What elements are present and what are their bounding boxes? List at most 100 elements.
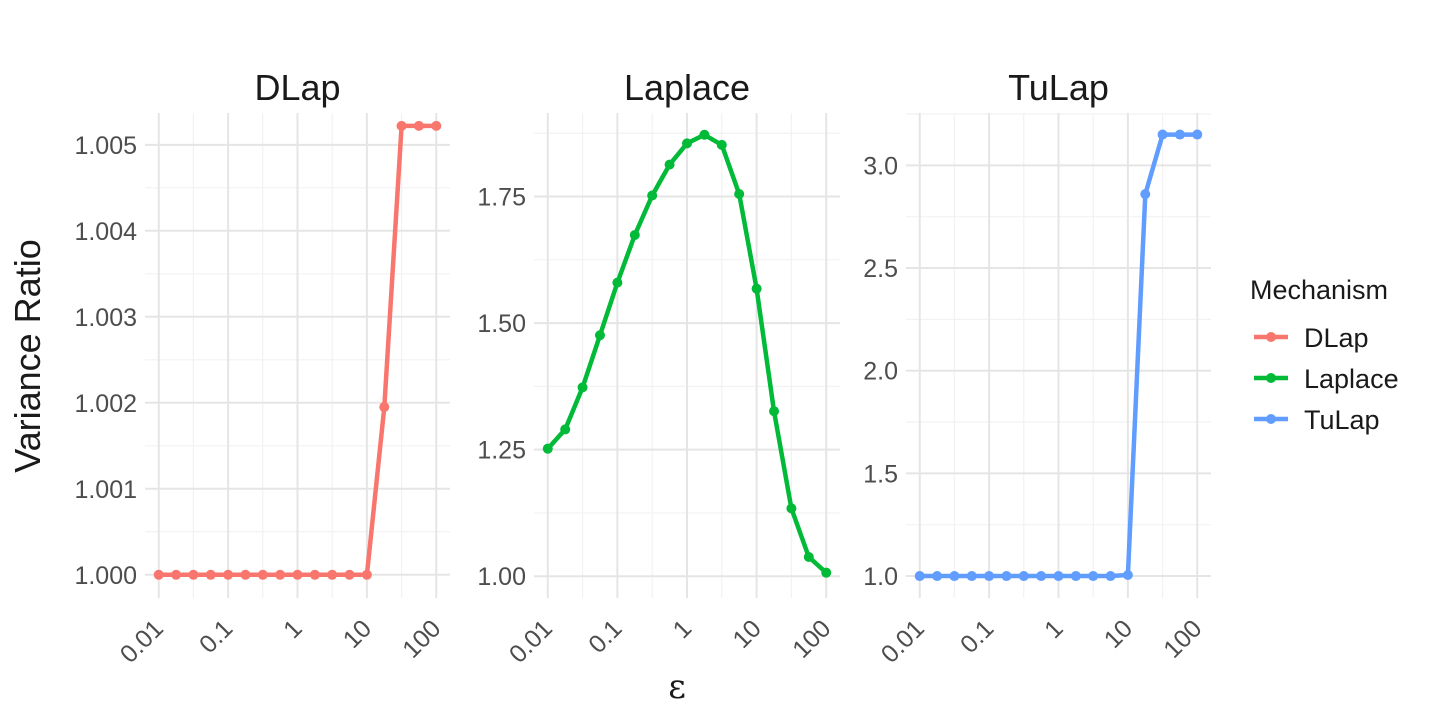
y-tick-label: 3.0 — [863, 152, 898, 180]
data-point — [361, 569, 372, 580]
x-tick-label: 0.01 — [876, 614, 930, 668]
data-point — [1053, 571, 1064, 582]
data-point — [1018, 571, 1029, 582]
y-tick-label: 1.002 — [74, 390, 137, 418]
x-tick-label: 0.1 — [955, 614, 999, 658]
data-point — [1105, 571, 1116, 582]
panel-tulap: TuLap 1.0 1.5 2.0 2.5 3.0 0.01 0.1 1 10 100 — [863, 67, 1211, 669]
data-point — [171, 569, 182, 580]
panel-title: Laplace — [624, 67, 750, 108]
x-tick-label: 10 — [727, 614, 766, 653]
data-point — [413, 120, 424, 131]
y-tick-label: 1.005 — [74, 132, 137, 160]
data-point — [1088, 571, 1099, 582]
legend-label: Laplace — [1304, 364, 1399, 394]
legend-title: Mechanism — [1250, 275, 1388, 305]
data-point — [594, 330, 605, 341]
data-point — [734, 189, 745, 200]
x-tick-label: 1 — [278, 614, 308, 644]
data-point — [647, 190, 658, 201]
data-point — [1192, 129, 1203, 140]
x-axis-title: ε — [668, 667, 686, 707]
x-tick-label: 100 — [787, 614, 836, 663]
data-point — [1140, 189, 1151, 200]
y-tick-label: 1.00 — [477, 563, 526, 591]
panel-dlap: DLap 1.000 1.001 1.002 1.003 1.004 1.005 0.01 0.… — [74, 67, 450, 669]
y-tick-label: 2.0 — [863, 358, 898, 386]
y-axis-title: Variance Ratio — [7, 239, 48, 472]
legend-label: DLap — [1304, 323, 1369, 353]
data-point — [664, 159, 675, 170]
panel-laplace: Laplace 1.00 1.25 1.50 1.75 0.01 0.1 1 10 100 — [477, 67, 840, 669]
data-point — [751, 283, 762, 294]
x-tick-label: 100 — [1158, 614, 1207, 663]
data-point — [949, 571, 960, 582]
data-point — [344, 569, 355, 580]
data-point — [396, 120, 407, 131]
panel-title: DLap — [254, 67, 340, 108]
data-point — [699, 129, 710, 140]
y-tick-label: 1.001 — [74, 476, 137, 504]
data-point — [205, 569, 216, 580]
y-tick-label: 1.003 — [74, 304, 137, 332]
legend-entry-dlap: DLap — [1254, 323, 1369, 353]
data-point — [984, 571, 995, 582]
x-tick-label: 10 — [338, 614, 377, 653]
y-tick-label: 1.000 — [74, 562, 137, 590]
data-point — [257, 569, 268, 580]
y-tick-label: 1.50 — [477, 310, 526, 338]
x-tick-label: 10 — [1099, 614, 1138, 653]
y-tick-label: 2.5 — [863, 255, 898, 283]
legend: Mechanism DLap Laplace TuLap — [1250, 275, 1399, 435]
data-point — [966, 571, 977, 582]
y-tick-label: 1.75 — [477, 184, 526, 212]
data-point — [240, 569, 251, 580]
data-point — [612, 277, 623, 288]
y-tick-label: 1.25 — [477, 437, 526, 465]
x-tick-label: 1 — [668, 614, 698, 644]
x-tick-label: 0.01 — [504, 614, 558, 668]
data-point — [803, 551, 814, 562]
data-point — [560, 424, 571, 435]
x-tick-label: 0.1 — [583, 614, 627, 658]
data-point — [769, 406, 780, 417]
legend-entry-laplace: Laplace — [1254, 364, 1399, 394]
legend-key-point — [1266, 332, 1276, 342]
data-point — [821, 567, 832, 578]
data-point — [188, 569, 199, 580]
data-point — [914, 571, 925, 582]
data-point — [1174, 129, 1185, 140]
x-tick-label: 1 — [1039, 614, 1069, 644]
x-tick-label: 0.01 — [115, 614, 169, 668]
data-point — [153, 569, 164, 580]
data-point — [1036, 571, 1047, 582]
data-point — [577, 382, 588, 393]
data-point — [379, 402, 390, 413]
y-tick-label: 1.0 — [863, 563, 898, 591]
data-point — [431, 120, 442, 131]
data-point — [932, 571, 943, 582]
data-point — [327, 569, 338, 580]
data-point — [542, 443, 553, 454]
legend-key-point — [1266, 414, 1276, 424]
x-tick-label: 0.1 — [194, 614, 238, 658]
legend-key-point — [1266, 373, 1276, 383]
data-point — [716, 139, 727, 150]
y-tick-label: 1.5 — [863, 460, 898, 488]
y-tick-label: 1.004 — [74, 218, 137, 246]
legend-label: TuLap — [1304, 405, 1380, 435]
data-point — [223, 569, 234, 580]
data-point — [682, 138, 692, 149]
data-point — [1122, 570, 1133, 581]
data-point — [629, 230, 640, 241]
data-point — [275, 569, 286, 580]
data-point — [1070, 571, 1081, 582]
data-point — [1157, 129, 1168, 140]
data-point — [1001, 571, 1012, 582]
x-tick-label: 100 — [397, 614, 446, 663]
legend-entry-tulap: TuLap — [1254, 405, 1380, 435]
panel-title: TuLap — [1008, 67, 1109, 108]
data-point — [786, 503, 797, 514]
